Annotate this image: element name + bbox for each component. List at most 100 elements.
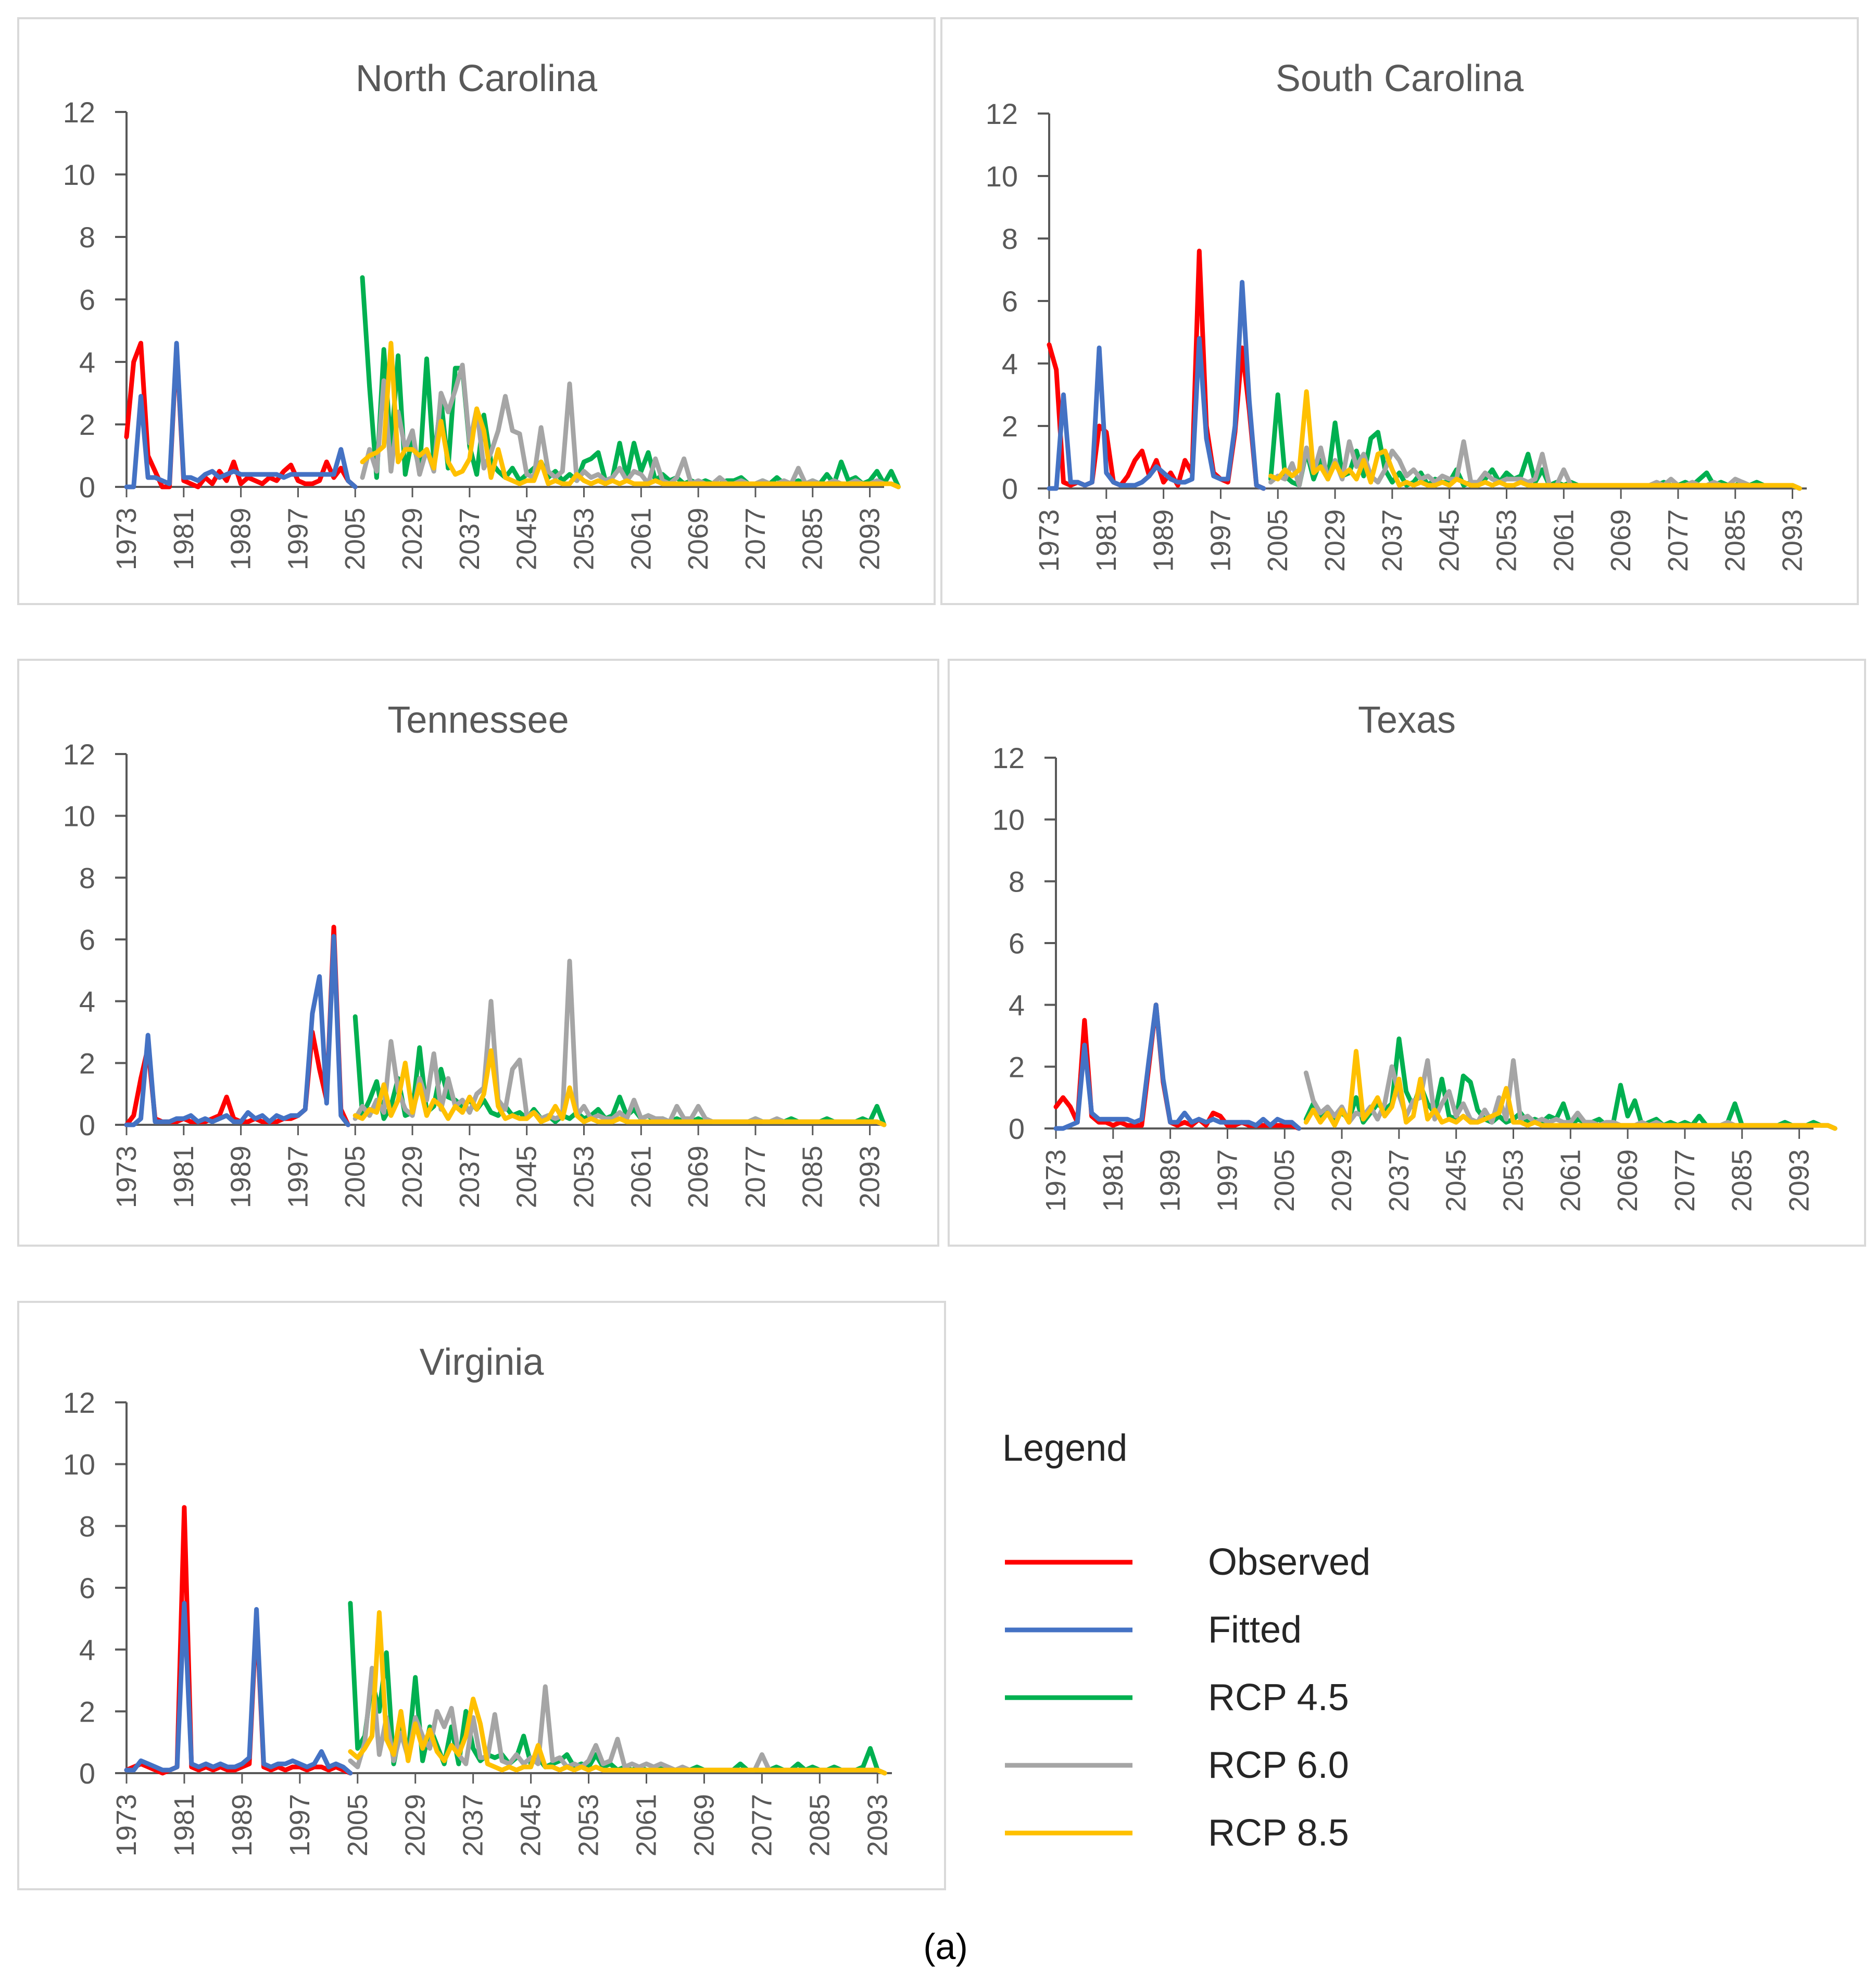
chart-panels: North Carolina 0 2 4 6 8 10 12 1973 1981 1989 1997 2…	[17, 17, 1866, 1890]
series-line-observed	[124, 1505, 353, 1776]
x-tick-label: 2077	[740, 1146, 771, 1208]
y-tick-label: 2	[79, 408, 95, 441]
y-tick-label: 12	[992, 742, 1025, 774]
x-tick-label: 1989	[226, 1794, 258, 1856]
x-tick-label: 2053	[573, 1794, 605, 1856]
series-line-rcp-8-5	[352, 1048, 887, 1127]
x-tick-label: 2061	[1548, 509, 1579, 572]
chart-frame	[948, 659, 1866, 1247]
x-tick-label: 2045	[515, 1794, 547, 1856]
x-tick-label: 2069	[1612, 1149, 1643, 1212]
x-tick-label: 2061	[631, 1794, 662, 1856]
y-tick-label: 2	[79, 1047, 95, 1080]
chart-tennessee: Tennessee 0 2 4 6 8 10 12 1973 1981 1989 1997 2005 20…	[17, 659, 939, 1247]
y-tick-label: 4	[1002, 347, 1018, 380]
y-tick-label: 10	[63, 158, 95, 191]
x-tick-label: 2093	[1784, 1149, 1815, 1212]
x-tick-label: 2005	[1269, 1149, 1300, 1212]
series-line-fitted	[1053, 1002, 1302, 1131]
x-tick-label: 1973	[1034, 509, 1065, 572]
x-tick-label: 2029	[397, 1146, 428, 1208]
y-tick-label: 12	[63, 1386, 95, 1419]
y-tick-label: 0	[79, 471, 95, 504]
x-tick-label: 2061	[625, 508, 657, 570]
x-tick-label: 2029	[1319, 509, 1351, 572]
x-tick-label: 2005	[339, 1146, 371, 1208]
x-tick-label: 1981	[1091, 509, 1122, 572]
x-tick-label: 2069	[683, 1146, 714, 1208]
x-tick-label: 2029	[397, 508, 428, 570]
legend-label-rcp-4-5: RCP 4.5	[1208, 1677, 1349, 1718]
chart-south-carolina: South Carolina 0 2 4 6 8 10 12 1973 1981 1989 1997 2…	[940, 17, 1859, 605]
x-tick-label: 2093	[854, 1146, 886, 1208]
y-tick-label: 2	[1009, 1050, 1025, 1083]
x-tick-label: 1989	[1148, 509, 1179, 572]
y-tick-label: 8	[79, 221, 95, 254]
y-tick-label: 6	[79, 923, 95, 956]
y-tick-label: 4	[79, 985, 95, 1018]
y-tick-label: 8	[1002, 222, 1018, 255]
x-tick-label: 2037	[454, 508, 485, 570]
y-tick-label: 0	[79, 1109, 95, 1141]
x-tick-label: 2093	[854, 508, 886, 570]
chart-frame	[17, 659, 939, 1247]
x-tick-label: 2045	[1434, 509, 1465, 572]
chart-frame	[17, 17, 936, 605]
x-tick-label: 2053	[568, 1146, 599, 1208]
x-tick-label: 2045	[511, 1146, 543, 1208]
x-tick-label: 1973	[111, 508, 142, 570]
x-tick-label: 2069	[1605, 509, 1636, 572]
x-tick-label: 1997	[282, 1146, 313, 1208]
legend-label-fitted: Fitted	[1208, 1609, 1302, 1651]
y-tick-label: 0	[1002, 472, 1018, 505]
x-tick-label: 2061	[625, 1146, 657, 1208]
x-tick-label: 2037	[454, 1146, 485, 1208]
x-tick-label: 2077	[1663, 509, 1694, 572]
y-tick-label: 4	[1009, 989, 1025, 1022]
y-tick-label: 8	[79, 1510, 95, 1542]
x-tick-label: 2069	[688, 1794, 720, 1856]
x-tick-label: 2085	[1720, 509, 1751, 572]
x-tick-label: 2085	[797, 1146, 828, 1208]
series-line-rcp-8-5	[348, 1610, 887, 1776]
y-tick-label: 4	[79, 346, 95, 379]
y-tick-label: 12	[986, 97, 1018, 130]
series-line-observed	[124, 341, 358, 490]
x-tick-label: 2093	[862, 1794, 893, 1856]
y-tick-label: 10	[63, 1448, 95, 1481]
figure-caption: (a)	[923, 1926, 968, 1967]
y-tick-label: 0	[1009, 1112, 1025, 1145]
legend: Legend Observed Fitted RCP 4.5 RCP 6.0 RCP 8…	[1002, 1427, 1370, 1854]
x-tick-label: 1989	[1155, 1149, 1186, 1212]
x-tick-label: 1997	[1205, 509, 1236, 572]
series-line-rcp-8-5	[1268, 389, 1802, 491]
y-tick-label: 6	[79, 1572, 95, 1604]
legend-items: Observed Fitted RCP 4.5 RCP 6.0 RCP 8.5	[1005, 1541, 1370, 1854]
y-tick-label: 10	[992, 804, 1025, 836]
x-tick-label: 1981	[1098, 1149, 1129, 1212]
x-tick-label: 2077	[740, 508, 771, 570]
x-tick-label: 2085	[804, 1794, 835, 1856]
series-line-fitted	[124, 341, 358, 490]
y-tick-label: 8	[1009, 865, 1025, 898]
x-tick-label: 2005	[339, 508, 371, 570]
series-line-fitted	[1047, 280, 1266, 491]
chart-frame	[17, 1301, 946, 1890]
x-tick-label: 2005	[342, 1794, 373, 1856]
y-tick-label: 4	[79, 1634, 95, 1666]
y-tick-label: 6	[1002, 285, 1018, 318]
y-tick-label: 6	[79, 283, 95, 316]
x-tick-label: 2029	[400, 1794, 431, 1856]
x-tick-label: 1997	[284, 1794, 316, 1856]
y-tick-label: 2	[1002, 410, 1018, 443]
chart-north-carolina: North Carolina 0 2 4 6 8 10 12 1973 1981 1989 1997 2…	[17, 17, 936, 605]
x-tick-label: 2053	[1491, 509, 1522, 572]
x-tick-label: 2029	[1326, 1149, 1357, 1212]
series-line-fitted	[124, 1601, 353, 1776]
x-tick-label: 1973	[1040, 1149, 1072, 1212]
legend-label-rcp-8-5: RCP 8.5	[1208, 1812, 1349, 1854]
x-tick-label: 2093	[1777, 509, 1808, 572]
x-tick-label: 1981	[169, 1794, 200, 1856]
x-tick-label: 2061	[1555, 1149, 1586, 1212]
